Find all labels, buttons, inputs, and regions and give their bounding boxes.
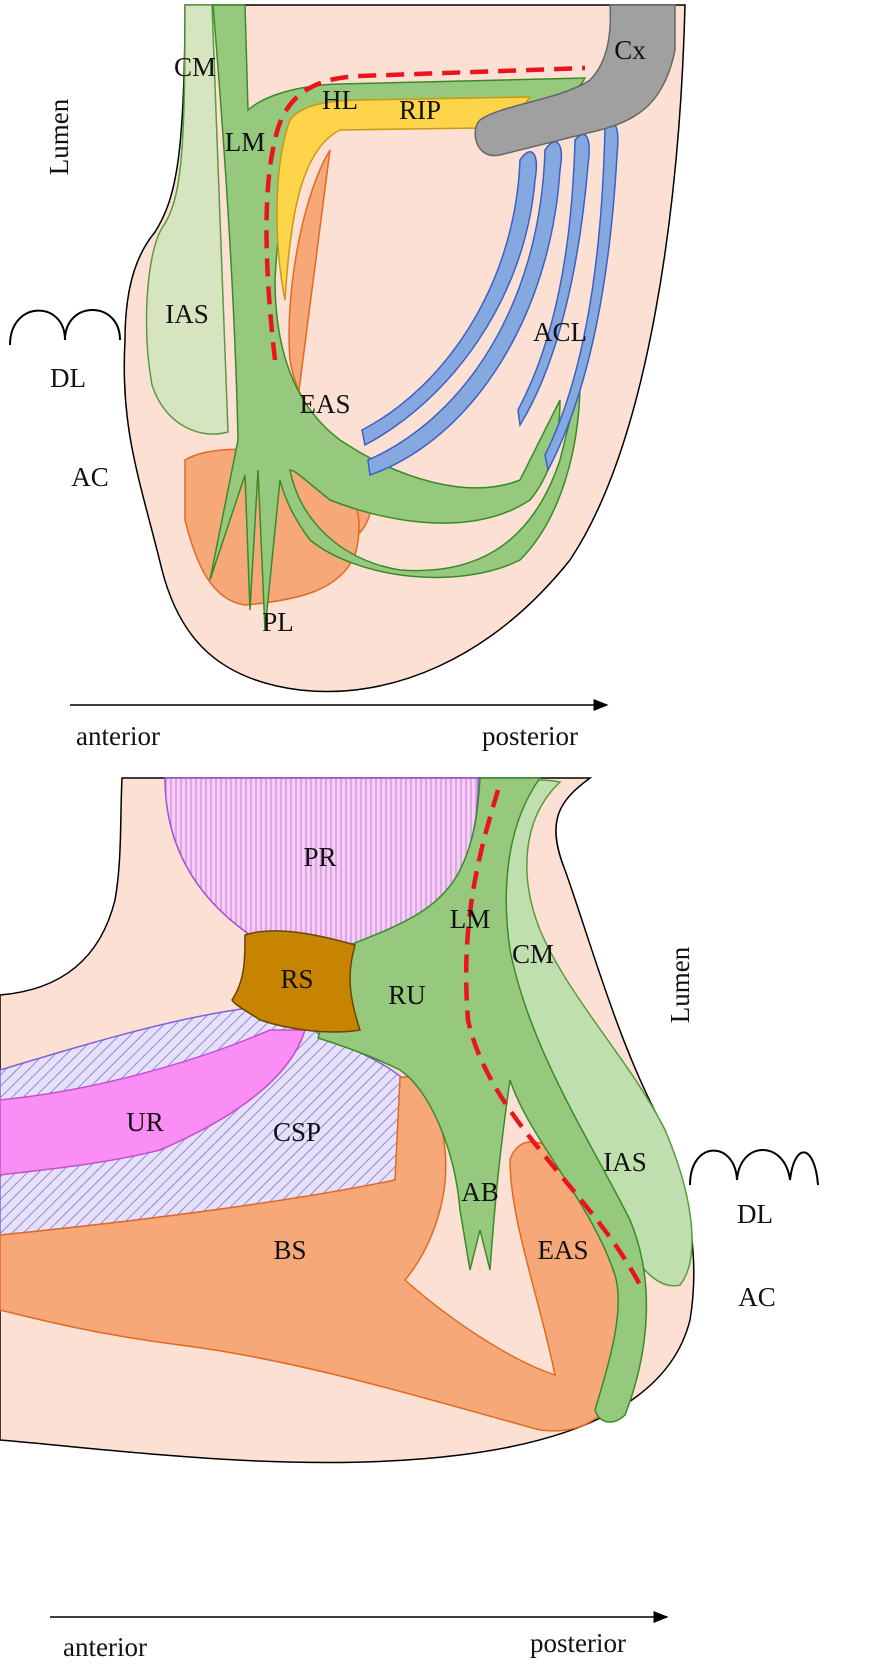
label: RU xyxy=(388,980,426,1010)
label: UR xyxy=(126,1107,164,1137)
label: EAS xyxy=(299,389,350,419)
bottom-panel: PR LM CM RS RU Lumen UR CSP IAS AB DL BS… xyxy=(0,778,818,1662)
label: LM xyxy=(450,904,491,934)
label: PL xyxy=(262,607,294,637)
label: Cx xyxy=(614,35,646,65)
axis-label: anterior xyxy=(76,721,160,751)
label: DL xyxy=(50,363,86,393)
diagram: CM LM HL RIP Cx Lumen IAS DL ACL EAS AC … xyxy=(0,0,869,1663)
label: AB xyxy=(461,1177,499,1207)
label: HL xyxy=(322,85,358,115)
dl-folds xyxy=(690,1150,818,1185)
top-panel: CM LM HL RIP Cx Lumen IAS DL ACL EAS AC … xyxy=(10,5,685,751)
label: LM xyxy=(225,127,266,157)
label: IAS xyxy=(603,1147,647,1177)
label: AC xyxy=(738,1282,776,1312)
label: IAS xyxy=(165,299,209,329)
label: DL xyxy=(737,1199,773,1229)
label: Lumen xyxy=(44,98,74,175)
label: Lumen xyxy=(665,946,695,1023)
label: RIP xyxy=(399,95,441,125)
label: RS xyxy=(280,964,313,994)
label: CM xyxy=(174,52,216,82)
dl-folds xyxy=(10,310,120,345)
label: BS xyxy=(273,1235,306,1265)
label: PR xyxy=(303,842,336,872)
label: CM xyxy=(512,939,554,969)
axis-label: posterior xyxy=(530,1628,626,1658)
label: ACL xyxy=(533,317,587,347)
label: CSP xyxy=(273,1117,321,1147)
label: AC xyxy=(71,462,109,492)
label: EAS xyxy=(537,1235,588,1265)
axis-label: posterior xyxy=(482,721,578,751)
axis-label: anterior xyxy=(63,1632,147,1662)
